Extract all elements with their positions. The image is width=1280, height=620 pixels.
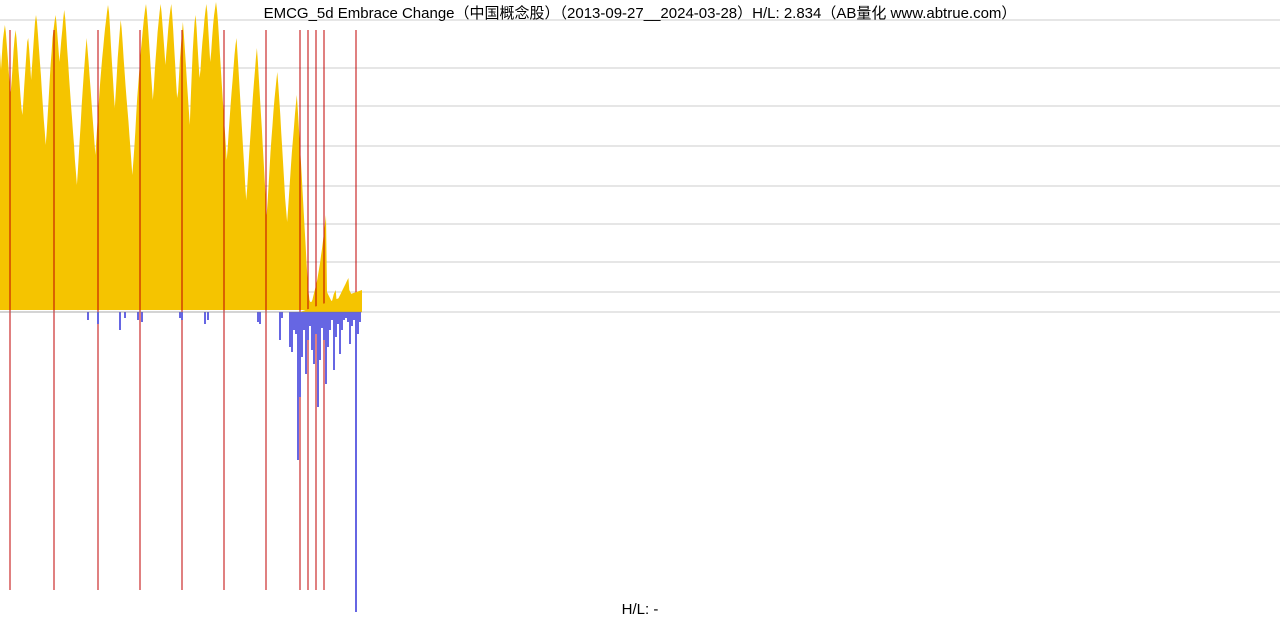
chart-subtitle: H/L: - bbox=[0, 601, 1280, 618]
chart-title: EMCG_5d Embrace Change（中国概念股）（2013-09-27… bbox=[0, 2, 1280, 23]
chart-canvas bbox=[0, 0, 1280, 620]
stock-chart: EMCG_5d Embrace Change（中国概念股）（2013-09-27… bbox=[0, 0, 1280, 620]
